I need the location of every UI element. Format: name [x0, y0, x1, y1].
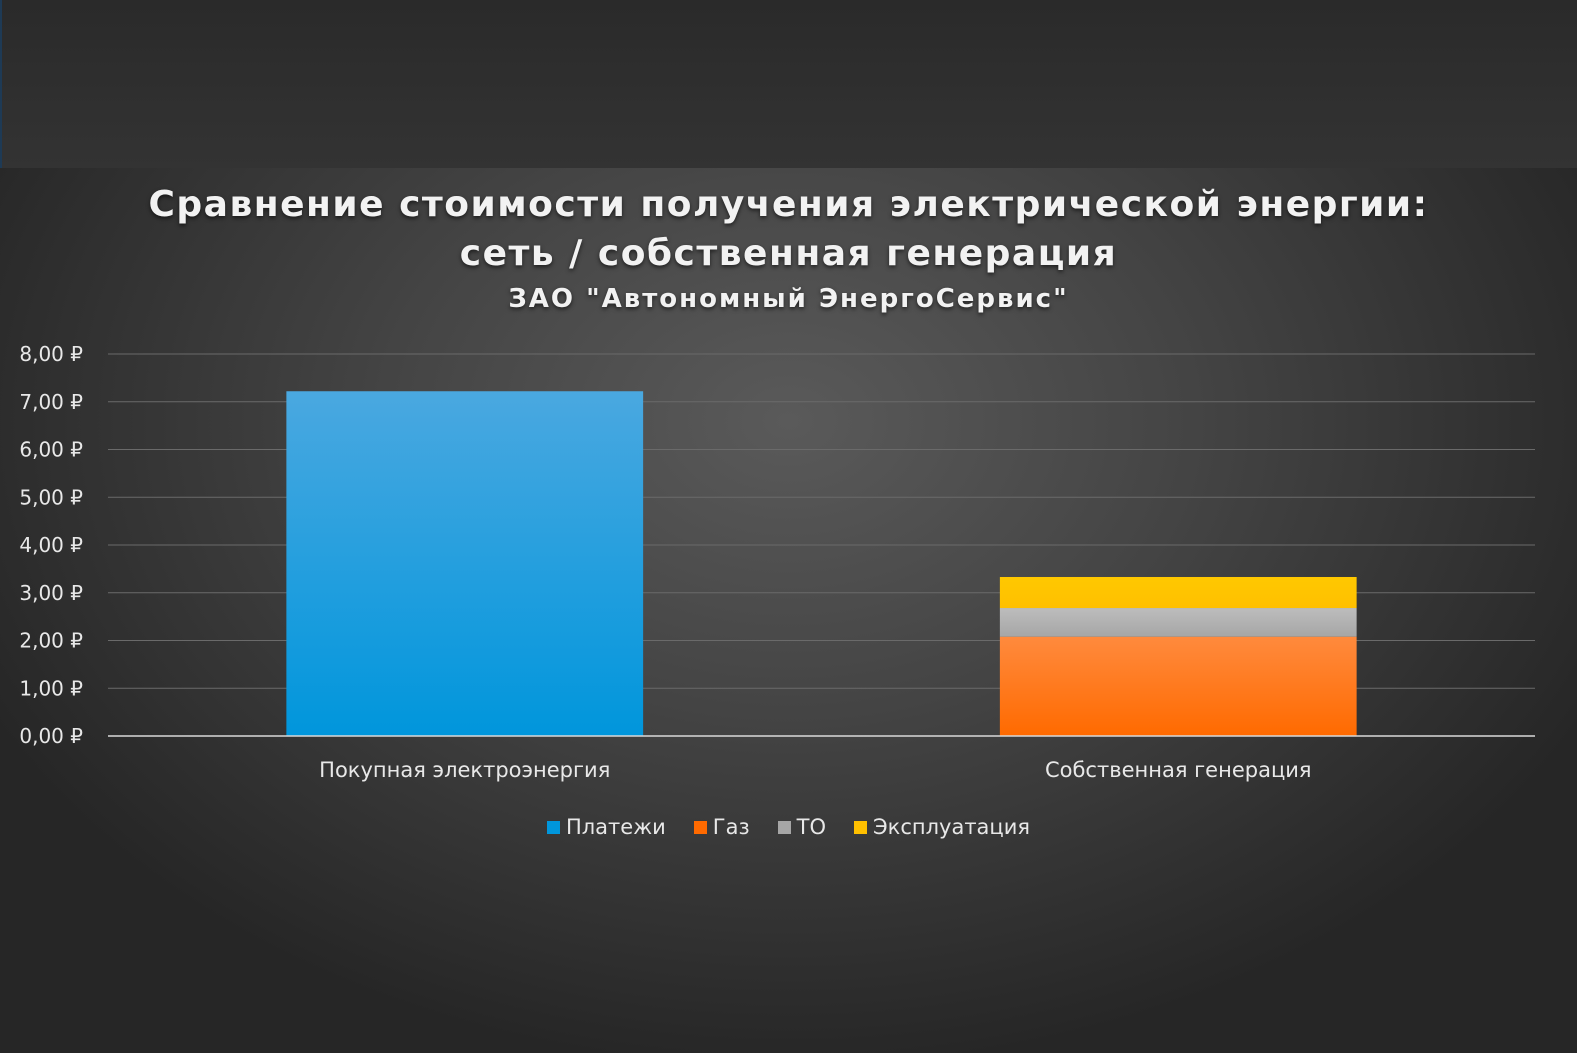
legend: Платежи Газ ТО Эксплуатация: [0, 815, 1577, 839]
legend-item: Газ: [693, 815, 750, 839]
legend-label: Платежи: [565, 815, 666, 839]
legend-label: ТО: [796, 815, 826, 839]
legend-label: Газ: [712, 815, 750, 839]
x-category-labels: Покупная электроэнергия Собственная генер…: [319, 758, 1311, 782]
legend-item: Эксплуатация: [853, 815, 1031, 839]
chart-title-line1: Сравнение стоимости получения электричес…: [148, 184, 1429, 225]
top-strip-edge: [0, 0, 2, 168]
bar-segment: [999, 608, 1357, 637]
y-tick-label: 0,00 ₽: [19, 724, 83, 748]
y-tick-label: 4,00 ₽: [19, 533, 83, 557]
bar-segment: [999, 636, 1357, 736]
legend-label: Эксплуатация: [872, 815, 1031, 839]
legend-item: Платежи: [546, 815, 666, 839]
chart-title-line2: сеть / собственная генерация: [459, 233, 1118, 274]
x-category-label: Собственная генерация: [1045, 758, 1312, 782]
y-tick-label: 8,00 ₽: [19, 342, 83, 366]
legend-swatch: [546, 820, 560, 834]
y-tick-label: 3,00 ₽: [19, 581, 83, 605]
y-tick-labels: 0,00 ₽ 1,00 ₽ 2,00 ₽ 3,00 ₽ 4,00 ₽ 5,00 ₽ 6,00…: [19, 342, 83, 748]
y-tick-label: 7,00 ₽: [19, 390, 83, 414]
chart-subtitle: ЗАО "Автономный ЭнергоСервис": [508, 284, 1069, 314]
bars: [286, 391, 1357, 736]
top-strip: [0, 0, 1577, 168]
legend-swatch: [693, 820, 707, 834]
y-tick-label: 6,00 ₽: [19, 438, 83, 462]
legend-swatch: [853, 820, 867, 834]
x-category-label: Покупная электроэнергия: [319, 758, 610, 782]
bar-segment: [286, 391, 644, 736]
y-tick-label: 5,00 ₽: [19, 485, 83, 509]
y-tick-label: 2,00 ₽: [19, 629, 83, 653]
legend-item: ТО: [777, 815, 826, 839]
y-tick-label: 1,00 ₽: [19, 676, 83, 700]
bar-segment: [999, 576, 1357, 609]
legend-swatch: [777, 820, 791, 834]
